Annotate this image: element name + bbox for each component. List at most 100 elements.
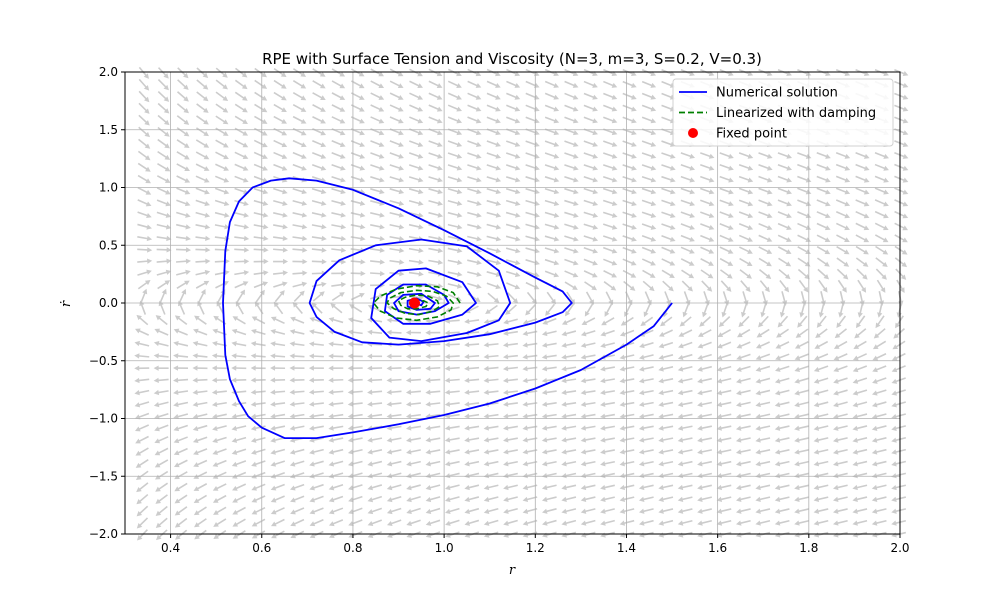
field-arrow-head xyxy=(514,189,521,195)
field-arrow-head xyxy=(154,438,161,444)
field-arrow-head xyxy=(164,178,171,183)
field-arrow-head xyxy=(425,389,431,395)
field-arrow-head xyxy=(367,413,373,419)
field-arrow-head xyxy=(650,118,657,124)
field-arrow-head xyxy=(289,389,295,395)
field-arrow xyxy=(506,92,518,99)
field-arrow-head xyxy=(165,201,172,207)
field-arrow xyxy=(467,80,479,88)
field-arrow xyxy=(797,365,809,371)
field-arrow-head xyxy=(367,509,374,515)
field-arrow xyxy=(428,378,441,382)
field-arrow xyxy=(874,377,887,383)
field-arrow xyxy=(641,378,654,382)
field-arrow-head xyxy=(736,508,742,514)
field-arrow-head xyxy=(561,389,567,396)
field-arrow-head xyxy=(173,438,180,444)
field-arrow-head xyxy=(281,107,287,113)
field-arrow-head xyxy=(146,212,152,219)
field-arrow-head xyxy=(638,484,645,491)
field-arrow xyxy=(156,401,169,406)
field-arrow-head xyxy=(367,485,373,491)
field-arrow xyxy=(159,291,166,303)
field-arrow xyxy=(816,234,829,242)
y-tick-label: 1.0 xyxy=(99,181,118,195)
field-arrow-head xyxy=(650,153,657,159)
field-arrow xyxy=(583,152,596,158)
field-arrow xyxy=(389,425,402,430)
field-arrow-head xyxy=(399,259,405,265)
field-arrow-head xyxy=(163,73,169,79)
field-arrow-head xyxy=(786,165,793,171)
field-arrow-head xyxy=(378,106,385,112)
field-arrow-head xyxy=(464,365,470,372)
field-arrow-head xyxy=(211,353,218,359)
field-arrow-head xyxy=(328,341,334,347)
field-arrow-head xyxy=(611,248,618,254)
field-arrow-head xyxy=(483,496,490,503)
field-arrow-head xyxy=(231,341,237,347)
field-arrow-head xyxy=(893,333,899,339)
field-arrow-head xyxy=(553,260,560,266)
field-arrow-head xyxy=(822,286,828,293)
field-arrow-head xyxy=(895,322,901,329)
field-arrow xyxy=(273,425,286,430)
field-arrow-head xyxy=(417,83,423,88)
field-arrow-head xyxy=(553,153,560,159)
field-arrow xyxy=(738,152,751,158)
field-arrow xyxy=(719,175,732,182)
field-arrow-head xyxy=(262,165,268,171)
field-arrow xyxy=(644,303,651,315)
field-arrow-head xyxy=(136,314,142,321)
field-arrow-head xyxy=(844,237,850,243)
field-arrow-head xyxy=(174,486,181,492)
field-arrow-head xyxy=(340,189,346,195)
y-tick-label: −1.0 xyxy=(89,412,118,426)
field-arrow-head xyxy=(223,189,230,195)
field-arrow-head xyxy=(212,413,218,419)
field-arrow-head xyxy=(573,200,579,207)
field-arrow xyxy=(719,164,732,170)
field-arrow-head xyxy=(697,343,704,349)
field-arrow-head xyxy=(367,353,373,359)
field-arrow-head xyxy=(456,118,463,124)
field-arrow xyxy=(816,460,829,466)
field-arrow-head xyxy=(610,285,617,291)
field-arrow xyxy=(156,342,169,347)
field-arrow-head xyxy=(202,84,209,90)
field-arrow-head xyxy=(483,365,489,372)
field-arrow-head xyxy=(833,378,839,384)
field-arrow-head xyxy=(347,377,353,383)
field-arrow-head xyxy=(475,94,482,100)
field-arrow-head xyxy=(805,225,812,231)
field-arrow xyxy=(486,390,499,394)
field-arrow-head xyxy=(553,224,560,230)
field-arrow-head xyxy=(212,498,219,503)
field-arrow-head xyxy=(192,389,198,395)
field-arrow-head xyxy=(173,377,179,383)
field-arrow xyxy=(874,401,887,407)
field-arrow-head xyxy=(445,496,451,503)
field-arrow-head xyxy=(444,437,451,443)
field-arrow-head xyxy=(185,258,192,264)
field-arrow-head xyxy=(871,461,878,467)
field-arrow xyxy=(622,354,635,359)
field-arrow-head xyxy=(185,212,191,218)
field-arrow xyxy=(486,271,499,276)
x-tick-label: 1.2 xyxy=(526,541,545,555)
field-arrow-head xyxy=(786,213,792,219)
field-arrow xyxy=(583,270,596,277)
field-arrow xyxy=(214,199,227,205)
field-arrow xyxy=(700,246,712,253)
field-arrow-head xyxy=(165,212,172,218)
field-arrow-head xyxy=(320,107,326,112)
field-arrow xyxy=(487,292,498,302)
field-arrow-head xyxy=(525,310,531,316)
field-arrow-head xyxy=(573,189,579,195)
y-tick-label: −0.5 xyxy=(89,354,118,368)
field-arrow xyxy=(389,519,402,525)
field-arrow-head xyxy=(406,508,412,515)
field-arrow-head xyxy=(728,236,734,242)
field-arrow-head xyxy=(736,378,742,384)
field-arrow-head xyxy=(205,247,211,253)
